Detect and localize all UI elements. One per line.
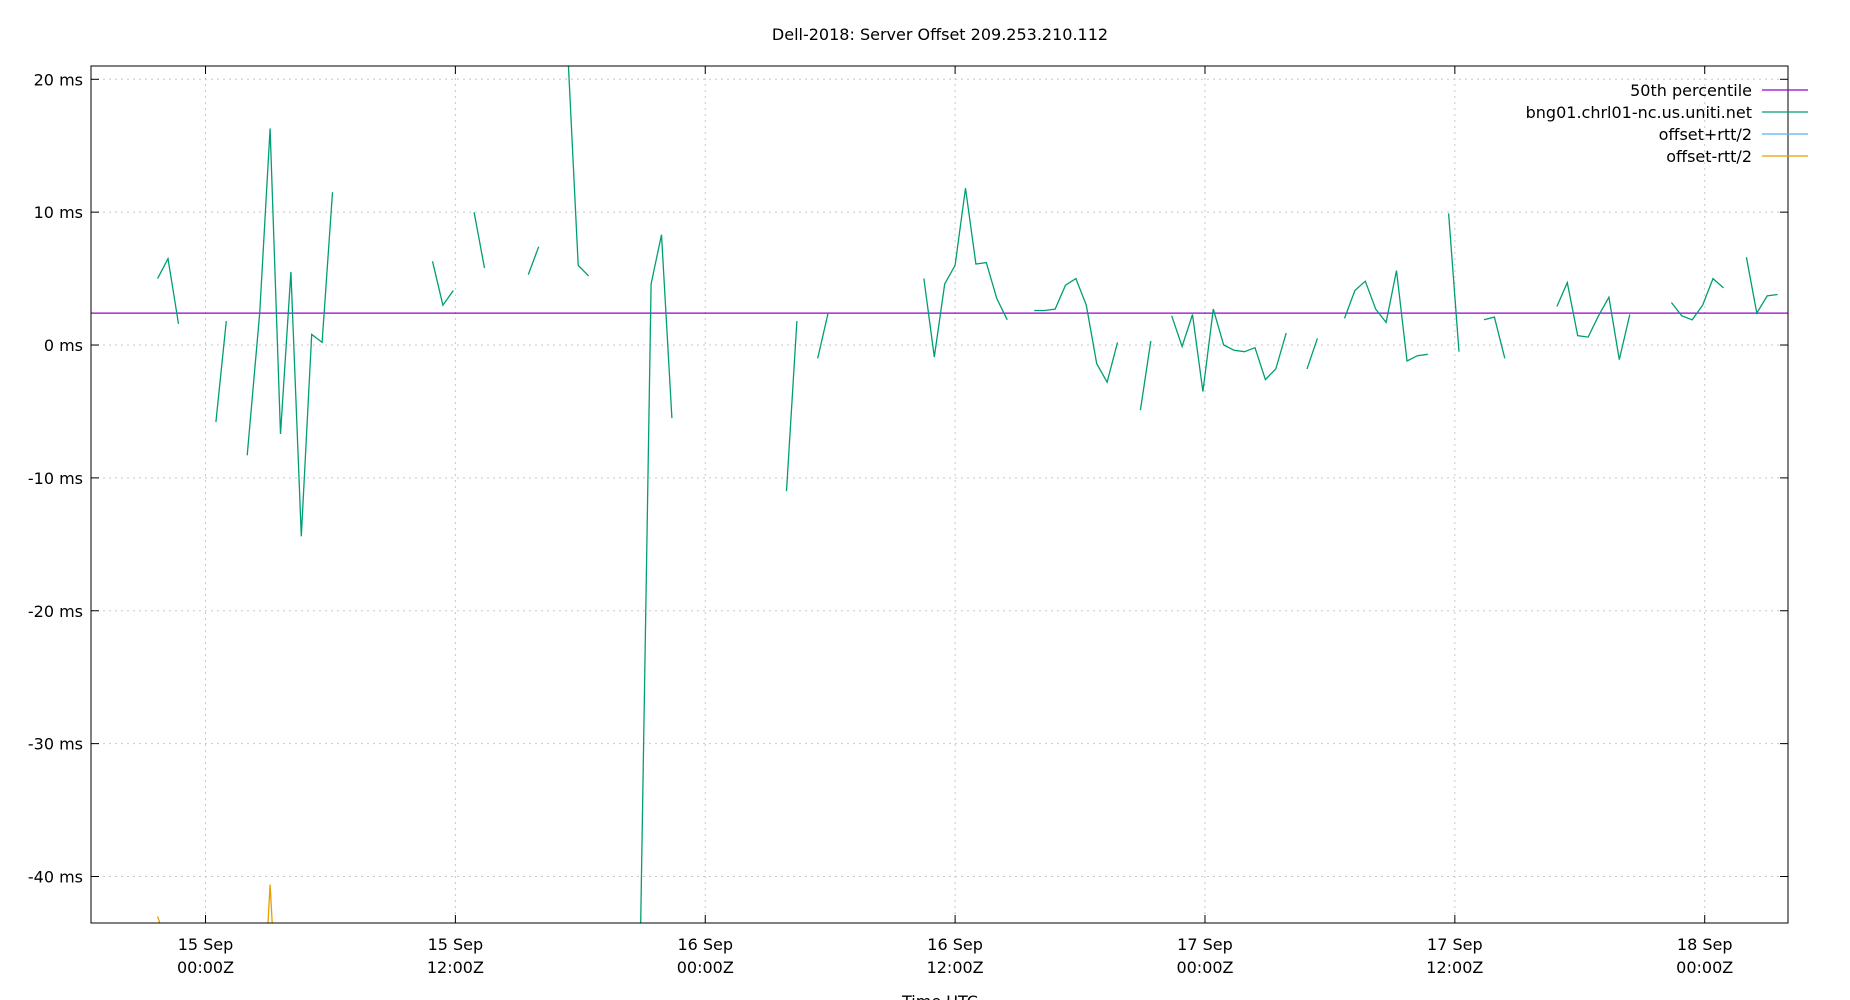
legend: 50th percentile bng01.chrl01-nc.us.uniti.…	[1526, 81, 1808, 166]
series-line-offset-rtt-2	[156, 916, 161, 923]
x-tick-time: 12:00Z	[927, 958, 984, 977]
x-tick-date: 17 Sep	[1427, 935, 1483, 954]
x-tick-date: 15 Sep	[178, 935, 234, 954]
series-line-bng01-chrl01-nc-us-uniti-net	[527, 246, 540, 275]
series-line-bng01-chrl01-nc-us-uniti-net	[567, 66, 590, 277]
axis-ticks: 20 ms 10 ms 0 ms -10 ms -20 ms -30 ms -40 ms 15…	[28, 66, 1788, 977]
legend-label-offset-rtt-2: offset-rtt/2	[1666, 147, 1752, 166]
series-line-bng01-chrl01-nc-us-uniti-net	[1343, 270, 1428, 363]
series-line-bng01-chrl01-nc-us-uniti-net	[246, 128, 334, 537]
series-line-bng01-chrl01-nc-us-uniti-net	[817, 312, 829, 359]
y-tick-label: -40 ms	[28, 867, 83, 886]
series-line-bng01-chrl01-nc-us-uniti-net	[1483, 316, 1506, 359]
series-line-bng01-chrl01-nc-us-uniti-net	[1306, 338, 1319, 370]
series-line-bng01-chrl01-nc-us-uniti-net	[1556, 280, 1631, 360]
x-tick-time: 00:00Z	[1176, 958, 1233, 977]
x-tick-time: 00:00Z	[177, 958, 234, 977]
x-tick-time: 00:00Z	[677, 958, 734, 977]
legend-label-bng01-chrl01-nc-us-uniti-net: bng01.chrl01-nc.us.uniti.net	[1526, 103, 1752, 122]
series-line-bng01-chrl01-nc-us-uniti-net	[157, 256, 180, 324]
x-tick-date: 15 Sep	[428, 935, 484, 954]
series-line-bng01-chrl01-nc-us-uniti-net	[1670, 277, 1724, 321]
x-axis-label: Time UTC	[901, 992, 978, 1000]
y-tick-label: -20 ms	[28, 602, 83, 621]
series-line-offset-rtt-2	[267, 884, 273, 923]
legend-label-50th-percentile: 50th percentile	[1630, 81, 1752, 100]
x-tick-time: 00:00Z	[1676, 958, 1733, 977]
series-line-bng01-chrl01-nc-us-uniti-net	[1447, 213, 1460, 352]
plot-frame	[90, 65, 1789, 924]
series-line-bng01-chrl01-nc-us-uniti-net	[473, 212, 486, 269]
series-line-bng01-chrl01-nc-us-uniti-net	[1034, 277, 1119, 384]
y-tick-label: 0 ms	[44, 336, 83, 355]
x-tick-time: 12:00Z	[1426, 958, 1483, 977]
y-tick-label: 10 ms	[34, 203, 83, 222]
x-tick-date: 17 Sep	[1177, 935, 1233, 954]
x-tick-date: 16 Sep	[677, 935, 733, 954]
chart-title: Dell-2018: Server Offset 209.253.210.112	[772, 25, 1108, 44]
series-line-bng01-chrl01-nc-us-uniti-net	[1745, 257, 1778, 315]
y-tick-label: -30 ms	[28, 735, 83, 754]
series-line-bng01-chrl01-nc-us-uniti-net	[1171, 308, 1287, 392]
series-line-bng01-chrl01-nc-us-uniti-net	[215, 321, 227, 423]
y-tick-label: 20 ms	[34, 70, 83, 89]
grid-lines	[91, 66, 1788, 923]
x-tick-date: 16 Sep	[927, 935, 983, 954]
series-line-bng01-chrl01-nc-us-uniti-net	[923, 188, 1008, 358]
series-line-bng01-chrl01-nc-us-uniti-net	[1139, 340, 1152, 411]
series-line-bng01-chrl01-nc-us-uniti-net	[640, 234, 673, 923]
y-tick-label: -10 ms	[28, 469, 83, 488]
series-line-bng01-chrl01-nc-us-uniti-net	[431, 261, 454, 307]
x-tick-date: 18 Sep	[1677, 935, 1733, 954]
series-line-bng01-chrl01-nc-us-uniti-net	[785, 321, 798, 492]
legend-label-offset-rtt-2: offset+rtt/2	[1659, 125, 1752, 144]
x-tick-time: 12:00Z	[427, 958, 484, 977]
series-lines	[91, 66, 1788, 923]
